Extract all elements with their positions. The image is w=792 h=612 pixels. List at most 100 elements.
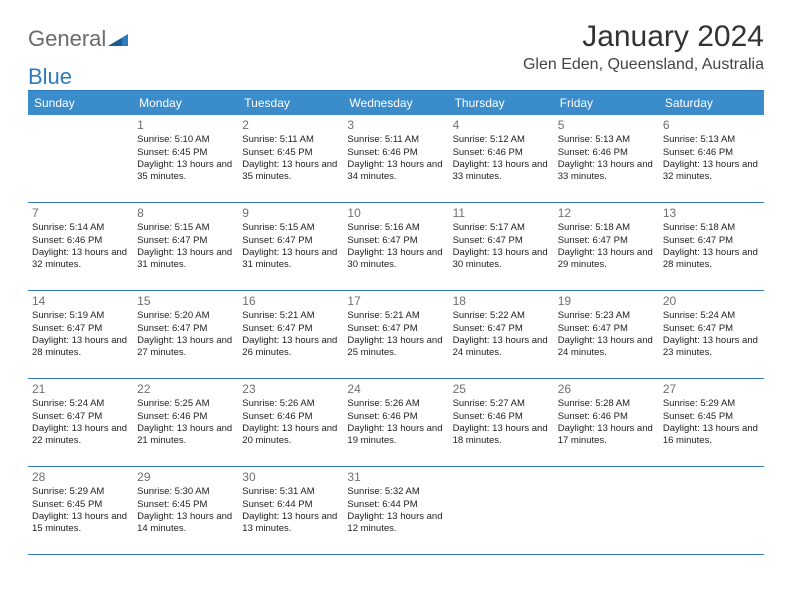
- daylight-text: Daylight: 13 hours and 29 minutes.: [558, 247, 655, 271]
- day-number: 29: [137, 470, 234, 485]
- calendar-cell: 31Sunrise: 5:32 AMSunset: 6:44 PMDayligh…: [343, 467, 448, 555]
- sunset-text: Sunset: 6:44 PM: [242, 499, 339, 511]
- daylight-text: Daylight: 13 hours and 19 minutes.: [347, 423, 444, 447]
- calendar-cell: [449, 467, 554, 555]
- sunset-text: Sunset: 6:47 PM: [663, 323, 760, 335]
- calendar-cell: 26Sunrise: 5:28 AMSunset: 6:46 PMDayligh…: [554, 379, 659, 467]
- sunrise-text: Sunrise: 5:23 AM: [558, 310, 655, 322]
- calendar-cell: 21Sunrise: 5:24 AMSunset: 6:47 PMDayligh…: [28, 379, 133, 467]
- calendar-cell: 14Sunrise: 5:19 AMSunset: 6:47 PMDayligh…: [28, 291, 133, 379]
- day-number: 23: [242, 382, 339, 397]
- sunset-text: Sunset: 6:47 PM: [137, 235, 234, 247]
- daylight-text: Daylight: 13 hours and 27 minutes.: [137, 335, 234, 359]
- sunrise-text: Sunrise: 5:22 AM: [453, 310, 550, 322]
- day-number: 25: [453, 382, 550, 397]
- day-number: 31: [347, 470, 444, 485]
- sunrise-text: Sunrise: 5:12 AM: [453, 134, 550, 146]
- daylight-text: Daylight: 13 hours and 31 minutes.: [137, 247, 234, 271]
- calendar-head: SundayMondayTuesdayWednesdayThursdayFrid…: [28, 91, 764, 116]
- daylight-text: Daylight: 13 hours and 23 minutes.: [663, 335, 760, 359]
- day-number: 30: [242, 470, 339, 485]
- sunset-text: Sunset: 6:44 PM: [347, 499, 444, 511]
- day-number: 16: [242, 294, 339, 309]
- daylight-text: Daylight: 13 hours and 32 minutes.: [663, 159, 760, 183]
- calendar-body: 1Sunrise: 5:10 AMSunset: 6:45 PMDaylight…: [28, 115, 764, 555]
- daylight-text: Daylight: 13 hours and 24 minutes.: [558, 335, 655, 359]
- sunrise-text: Sunrise: 5:30 AM: [137, 486, 234, 498]
- day-number: 3: [347, 118, 444, 133]
- day-number: 7: [32, 206, 129, 221]
- daylight-text: Daylight: 13 hours and 28 minutes.: [663, 247, 760, 271]
- calendar-cell: 5Sunrise: 5:13 AMSunset: 6:46 PMDaylight…: [554, 115, 659, 203]
- day-number: 12: [558, 206, 655, 221]
- day-number: 13: [663, 206, 760, 221]
- sunrise-text: Sunrise: 5:25 AM: [137, 398, 234, 410]
- calendar-cell: 25Sunrise: 5:27 AMSunset: 6:46 PMDayligh…: [449, 379, 554, 467]
- daylight-text: Daylight: 13 hours and 24 minutes.: [453, 335, 550, 359]
- sunrise-text: Sunrise: 5:10 AM: [137, 134, 234, 146]
- day-header: Tuesday: [238, 91, 343, 116]
- calendar-cell: 20Sunrise: 5:24 AMSunset: 6:47 PMDayligh…: [659, 291, 764, 379]
- calendar-row: 28Sunrise: 5:29 AMSunset: 6:45 PMDayligh…: [28, 467, 764, 555]
- daylight-text: Daylight: 13 hours and 25 minutes.: [347, 335, 444, 359]
- day-number: 6: [663, 118, 760, 133]
- day-number: 18: [453, 294, 550, 309]
- calendar-cell: 28Sunrise: 5:29 AMSunset: 6:45 PMDayligh…: [28, 467, 133, 555]
- day-number: 14: [32, 294, 129, 309]
- calendar-cell: 8Sunrise: 5:15 AMSunset: 6:47 PMDaylight…: [133, 203, 238, 291]
- daylight-text: Daylight: 13 hours and 15 minutes.: [32, 511, 129, 535]
- sunrise-text: Sunrise: 5:11 AM: [242, 134, 339, 146]
- day-header: Sunday: [28, 91, 133, 116]
- sunrise-text: Sunrise: 5:24 AM: [32, 398, 129, 410]
- day-number: 22: [137, 382, 234, 397]
- calendar-cell: 24Sunrise: 5:26 AMSunset: 6:46 PMDayligh…: [343, 379, 448, 467]
- sunset-text: Sunset: 6:46 PM: [347, 411, 444, 423]
- daylight-text: Daylight: 13 hours and 12 minutes.: [347, 511, 444, 535]
- daylight-text: Daylight: 13 hours and 20 minutes.: [242, 423, 339, 447]
- day-number: 24: [347, 382, 444, 397]
- sunset-text: Sunset: 6:46 PM: [558, 411, 655, 423]
- day-number: 8: [137, 206, 234, 221]
- sunrise-text: Sunrise: 5:16 AM: [347, 222, 444, 234]
- sunset-text: Sunset: 6:47 PM: [32, 323, 129, 335]
- logo-triangle-icon: [108, 26, 128, 52]
- calendar-row: 14Sunrise: 5:19 AMSunset: 6:47 PMDayligh…: [28, 291, 764, 379]
- calendar-cell: 29Sunrise: 5:30 AMSunset: 6:45 PMDayligh…: [133, 467, 238, 555]
- day-number: 2: [242, 118, 339, 133]
- day-number: 26: [558, 382, 655, 397]
- sunrise-text: Sunrise: 5:19 AM: [32, 310, 129, 322]
- sunset-text: Sunset: 6:46 PM: [558, 147, 655, 159]
- calendar-cell: 22Sunrise: 5:25 AMSunset: 6:46 PMDayligh…: [133, 379, 238, 467]
- daylight-text: Daylight: 13 hours and 35 minutes.: [242, 159, 339, 183]
- calendar-cell: 6Sunrise: 5:13 AMSunset: 6:46 PMDaylight…: [659, 115, 764, 203]
- sunset-text: Sunset: 6:46 PM: [453, 411, 550, 423]
- day-header: Thursday: [449, 91, 554, 116]
- sunrise-text: Sunrise: 5:29 AM: [663, 398, 760, 410]
- sunrise-text: Sunrise: 5:18 AM: [558, 222, 655, 234]
- sunrise-text: Sunrise: 5:24 AM: [663, 310, 760, 322]
- calendar-row: 21Sunrise: 5:24 AMSunset: 6:47 PMDayligh…: [28, 379, 764, 467]
- daylight-text: Daylight: 13 hours and 17 minutes.: [558, 423, 655, 447]
- calendar-cell: [554, 467, 659, 555]
- sunrise-text: Sunrise: 5:21 AM: [347, 310, 444, 322]
- calendar-cell: 4Sunrise: 5:12 AMSunset: 6:46 PMDaylight…: [449, 115, 554, 203]
- sunrise-text: Sunrise: 5:26 AM: [347, 398, 444, 410]
- sunrise-text: Sunrise: 5:29 AM: [32, 486, 129, 498]
- calendar-row: 1Sunrise: 5:10 AMSunset: 6:45 PMDaylight…: [28, 115, 764, 203]
- page-subtitle: Glen Eden, Queensland, Australia: [523, 56, 764, 74]
- calendar-cell: 11Sunrise: 5:17 AMSunset: 6:47 PMDayligh…: [449, 203, 554, 291]
- day-number: 17: [347, 294, 444, 309]
- sunrise-text: Sunrise: 5:18 AM: [663, 222, 760, 234]
- sunrise-text: Sunrise: 5:27 AM: [453, 398, 550, 410]
- sunset-text: Sunset: 6:46 PM: [32, 235, 129, 247]
- daylight-text: Daylight: 13 hours and 16 minutes.: [663, 423, 760, 447]
- calendar-cell: 1Sunrise: 5:10 AMSunset: 6:45 PMDaylight…: [133, 115, 238, 203]
- sunrise-text: Sunrise: 5:13 AM: [663, 134, 760, 146]
- sunrise-text: Sunrise: 5:32 AM: [347, 486, 444, 498]
- day-header: Friday: [554, 91, 659, 116]
- calendar-cell: [659, 467, 764, 555]
- logo: General: [28, 20, 128, 52]
- title-block: January 2024 Glen Eden, Queensland, Aust…: [523, 20, 764, 74]
- calendar-cell: 12Sunrise: 5:18 AMSunset: 6:47 PMDayligh…: [554, 203, 659, 291]
- daylight-text: Daylight: 13 hours and 35 minutes.: [137, 159, 234, 183]
